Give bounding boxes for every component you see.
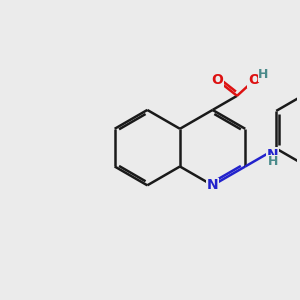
Text: O: O: [211, 73, 223, 87]
Text: N: N: [207, 178, 218, 192]
Text: H: H: [268, 155, 278, 168]
Text: N: N: [267, 148, 279, 162]
Text: H: H: [258, 68, 268, 81]
Text: O: O: [248, 73, 260, 87]
